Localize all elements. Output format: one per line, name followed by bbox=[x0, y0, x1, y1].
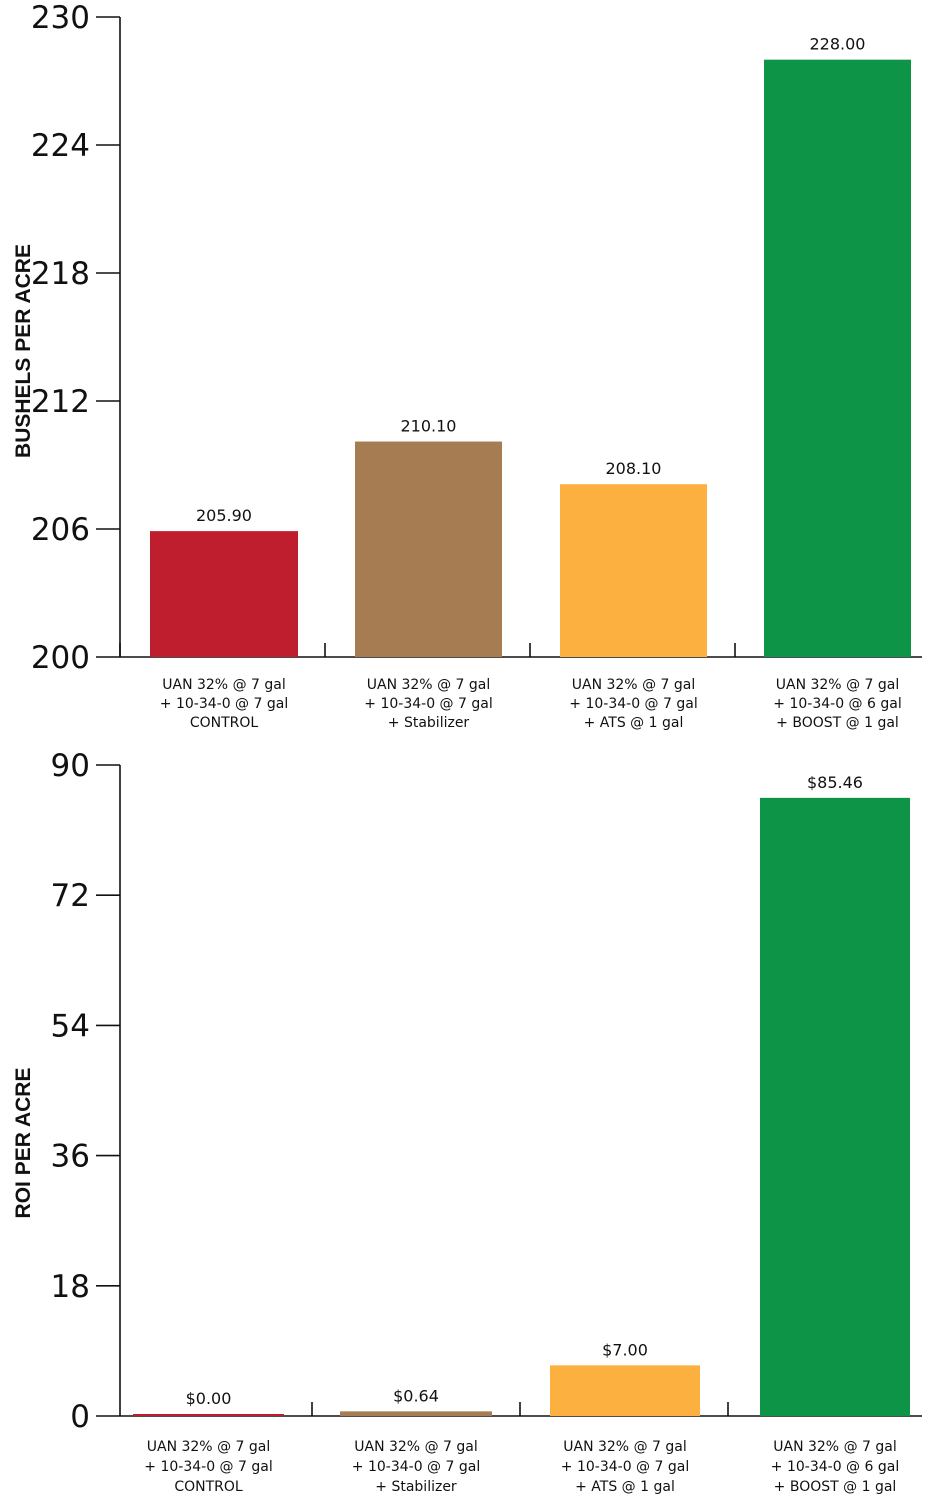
y-tick-label: 230 bbox=[31, 0, 90, 36]
y-tick-label: 72 bbox=[51, 878, 90, 914]
y-tick-label: 36 bbox=[51, 1139, 90, 1175]
y-tick-label: 206 bbox=[31, 512, 90, 548]
y-tick-label: 212 bbox=[31, 384, 90, 420]
category-label: + Stabilizer bbox=[375, 1479, 457, 1495]
bar bbox=[760, 797, 910, 1416]
bar-value-label: $7.00 bbox=[602, 1340, 648, 1359]
category-label: + Stabilizer bbox=[388, 715, 470, 731]
category-label: UAN 32% @ 7 gal bbox=[367, 677, 490, 693]
category-label: + 10-34-0 @ 7 gal bbox=[160, 696, 288, 712]
category-label: + 10-34-0 @ 7 gal bbox=[561, 1459, 689, 1475]
y-tick-label: 90 bbox=[51, 748, 90, 784]
bar bbox=[133, 1414, 284, 1416]
y-tick-label: 54 bbox=[51, 1008, 90, 1044]
bar-value-label: 205.90 bbox=[196, 506, 252, 525]
category-label: + ATS @ 1 gal bbox=[575, 1479, 675, 1495]
category-label: UAN 32% @ 7 gal bbox=[147, 1439, 270, 1455]
category-label: + 10-34-0 @ 6 gal bbox=[773, 696, 901, 712]
bar bbox=[340, 1411, 492, 1416]
category-label: + 10-34-0 @ 7 gal bbox=[144, 1459, 272, 1475]
bar bbox=[764, 59, 911, 657]
bar bbox=[355, 441, 502, 657]
category-label: UAN 32% @ 7 gal bbox=[773, 1439, 896, 1455]
category-label: UAN 32% @ 7 gal bbox=[776, 677, 899, 693]
category-label: UAN 32% @ 7 gal bbox=[563, 1439, 686, 1455]
bar-value-label: 210.10 bbox=[401, 417, 457, 436]
bar-value-label: 228.00 bbox=[810, 35, 866, 54]
bar bbox=[150, 531, 298, 657]
category-label: UAN 32% @ 7 gal bbox=[162, 677, 285, 693]
category-label: + BOOST @ 1 gal bbox=[774, 1479, 897, 1495]
y-tick-label: 224 bbox=[31, 128, 90, 164]
y-tick-label: 18 bbox=[51, 1269, 90, 1305]
bar bbox=[560, 484, 707, 657]
category-label: CONTROL bbox=[190, 715, 259, 731]
category-label: CONTROL bbox=[174, 1479, 243, 1495]
y-tick-label: 0 bbox=[70, 1399, 90, 1435]
category-label: UAN 32% @ 7 gal bbox=[572, 677, 695, 693]
category-label: UAN 32% @ 7 gal bbox=[354, 1439, 477, 1455]
bar-value-label: $85.46 bbox=[807, 773, 863, 792]
category-label: + 10-34-0 @ 7 gal bbox=[569, 696, 697, 712]
bar-value-label: 208.10 bbox=[606, 459, 662, 478]
category-label: + 10-34-0 @ 7 gal bbox=[364, 696, 492, 712]
category-label: + 10-34-0 @ 6 gal bbox=[771, 1459, 899, 1475]
y-tick-label: 200 bbox=[31, 640, 90, 676]
bar-value-label: $0.64 bbox=[393, 1386, 439, 1405]
y-axis-title: ROI PER ACRE bbox=[12, 1068, 35, 1219]
bar-value-label: $0.00 bbox=[186, 1389, 232, 1408]
category-label: + ATS @ 1 gal bbox=[584, 715, 684, 731]
category-label: + 10-34-0 @ 7 gal bbox=[352, 1459, 480, 1475]
bar bbox=[550, 1365, 700, 1416]
category-label: + BOOST @ 1 gal bbox=[776, 715, 899, 731]
y-tick-label: 218 bbox=[31, 256, 90, 292]
y-axis-title: BUSHELS PER ACRE bbox=[12, 244, 35, 458]
